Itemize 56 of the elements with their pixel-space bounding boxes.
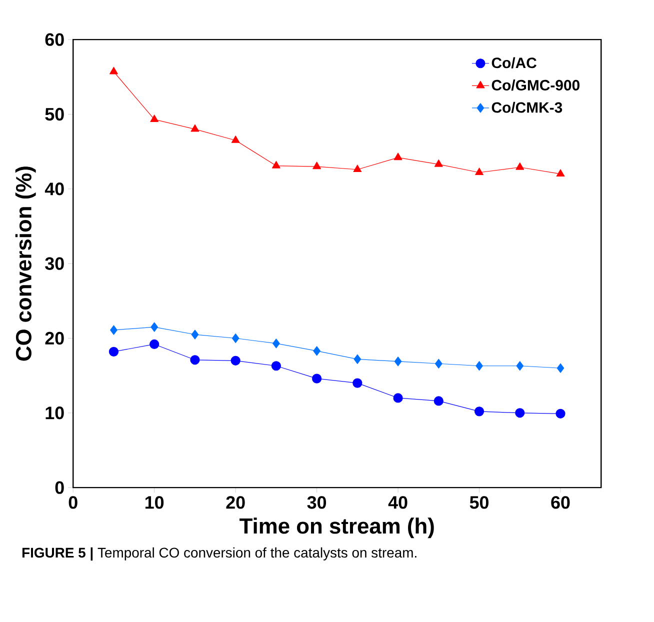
point: [231, 136, 240, 143]
x-tick-label: 10: [145, 496, 164, 509]
point: [393, 393, 403, 403]
x-tick-label: 0: [68, 496, 78, 509]
point: [190, 124, 200, 132]
point: [150, 339, 160, 350]
point: [353, 164, 362, 172]
y-tick-label: 30: [45, 257, 64, 270]
point: [556, 363, 564, 373]
point: [312, 162, 322, 170]
x-tick-label: 30: [307, 496, 326, 509]
point: [191, 330, 199, 340]
point: [313, 346, 320, 356]
x-tick-label: 50: [470, 496, 488, 509]
point: [354, 354, 362, 364]
point: [271, 361, 281, 371]
x-axis-title: Time on stream (h): [240, 518, 434, 538]
point: [312, 374, 322, 384]
point: [272, 160, 280, 168]
point: [516, 361, 524, 371]
point: [232, 333, 240, 344]
y-tick-label: 60: [45, 33, 64, 46]
point: [394, 356, 402, 366]
y-tick-label: 50: [45, 108, 64, 121]
point: [515, 408, 525, 418]
point: [108, 346, 119, 356]
point: [150, 114, 159, 122]
point: [190, 355, 200, 365]
point: [476, 361, 483, 371]
x-tick-label: 40: [388, 496, 408, 509]
point: [434, 358, 442, 368]
legend-label: Co/CMK-3: [492, 102, 562, 113]
point: [475, 168, 484, 176]
point: [272, 338, 280, 348]
y-tick-label: 20: [45, 332, 64, 345]
point: [110, 325, 118, 335]
y-tick-label: 0: [55, 481, 64, 494]
legend-label: Co/AC: [492, 57, 536, 68]
point: [556, 169, 565, 177]
point: [394, 152, 402, 160]
point: [110, 66, 118, 74]
point: [556, 408, 566, 418]
legend-label: Co/GMC-900: [492, 80, 580, 91]
point: [434, 396, 444, 406]
x-tick-label: 60: [551, 496, 570, 509]
y-axis-title: CO conversion (%): [15, 166, 36, 361]
point: [434, 159, 443, 167]
point: [474, 406, 484, 416]
y-tick-label: 10: [46, 406, 64, 420]
point: [352, 378, 362, 388]
point: [230, 356, 240, 366]
point: [150, 322, 158, 332]
y-tick-label: 40: [44, 182, 64, 196]
x-tick-label: 20: [226, 496, 245, 509]
point: [516, 162, 524, 170]
text: FIGURE 5 | Temporal CO conversion of the catalysts on stream.: [22, 547, 416, 561]
